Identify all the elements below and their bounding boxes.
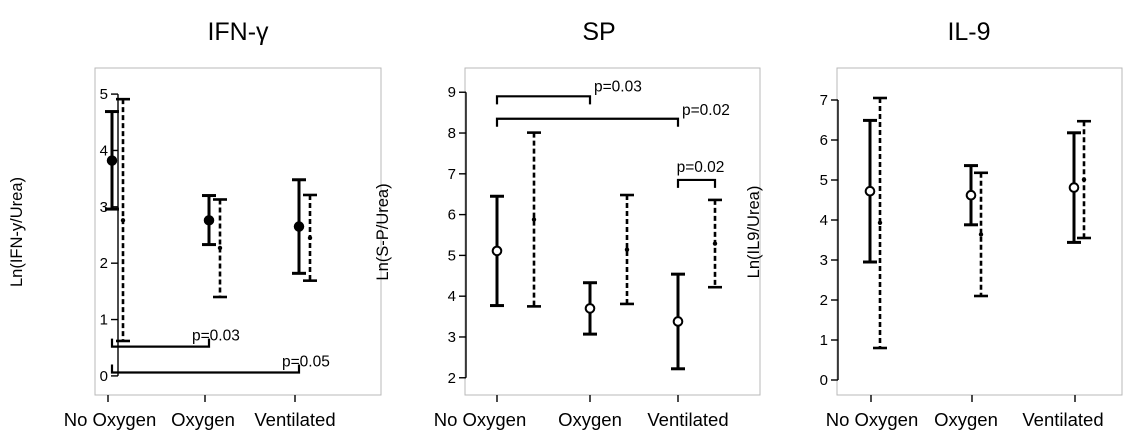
y-axis-label: Ln(IL9/Urea) [745,186,763,279]
significance-bracket [495,117,680,127]
mean-point [965,189,977,201]
mean-point [307,235,313,241]
y-tick-label: 6 [820,132,828,149]
y-tick-label: 2 [100,255,108,272]
x-category-label: Ventilated [1022,409,1103,430]
chart-title: SP [582,18,615,46]
p-value-label: p=0.03 [594,78,642,95]
plot-frame [464,67,761,396]
p-value-label: p=0.03 [192,328,240,345]
y-tick-label: 5 [448,247,456,264]
plot-frame [94,67,382,396]
mean-point [120,218,126,223]
y-tick-label: 7 [820,92,828,109]
mean-point [531,217,537,222]
y-tick-label: 2 [448,370,456,387]
x-category-label: Oxygen [934,409,998,430]
y-tick-label: 3 [820,252,828,269]
mean-point [203,215,215,226]
x-category-label: Ventilated [254,409,335,430]
mean-point [293,221,305,232]
plot-frame [836,67,1123,396]
y-tick-label: 0 [820,372,828,389]
x-category-label: Oxygen [171,409,235,430]
y-tick-label: 1 [820,332,828,349]
y-tick-label: 2 [820,292,828,309]
y-tick-label: 7 [448,166,456,183]
y-tick-label: 3 [100,199,108,216]
chart-panel-3: IL-9 0 1 2 3 4 5 6 7 Ln(IL9/Urea) No Oxygen Oxygen V… [745,18,1123,430]
mean-point [1068,182,1080,193]
y-tick-label: 3 [448,329,456,346]
y-tick-label: 9 [448,84,456,101]
mean-point [1081,177,1087,182]
y-tick-label: 5 [100,86,108,103]
mean-point [106,155,118,166]
mean-point [978,232,984,237]
y-tick-label: 5 [820,172,828,189]
x-category-label: Ventilated [647,409,728,430]
mean-point [672,316,684,327]
p-value-label: p=0.05 [282,354,330,371]
mean-point [584,303,596,314]
chart-title: IL-9 [947,18,990,46]
y-tick-label: 4 [100,142,108,159]
x-category-label: Oxygen [558,409,622,430]
significance-bracket [110,364,301,374]
mean-point [491,245,503,257]
p-value-label: p=0.02 [682,102,730,119]
y-tick-label: 8 [448,125,456,142]
mean-point [624,247,630,252]
y-tick-label: 6 [448,207,456,224]
significance-bracket [495,95,592,105]
mean-point [217,245,223,251]
p-value-label: p=0.02 [677,159,725,176]
y-axis-label: Ln(IFN-y/Urea) [8,177,26,287]
x-category-label: No Oxygen [64,409,157,430]
y-tick-label: 0 [100,368,108,385]
mean-point [877,220,883,225]
x-category-label: No Oxygen [434,409,527,430]
y-tick-label: 1 [100,312,108,329]
y-tick-label: 4 [820,212,828,229]
x-category-label: No Oxygen [826,409,919,430]
chart-panel-2: SP 2 3 4 5 6 7 8 9 Ln(S-P/Urea) No Oxygen Oxygen Ven… [374,18,761,430]
y-axis-label: Ln(S-P/Urea) [374,183,392,280]
chart-panel-1: IFN-γ 0 1 2 3 4 5 Ln(IFN-y/Urea) No Oxygen Oxygen… [8,18,382,430]
significance-bracket [676,178,717,188]
mean-point [864,185,876,197]
y-tick-label: 4 [448,288,456,305]
significance-bracket [110,338,211,348]
chart-title: IFN-γ [207,18,269,46]
mean-point [712,241,718,246]
